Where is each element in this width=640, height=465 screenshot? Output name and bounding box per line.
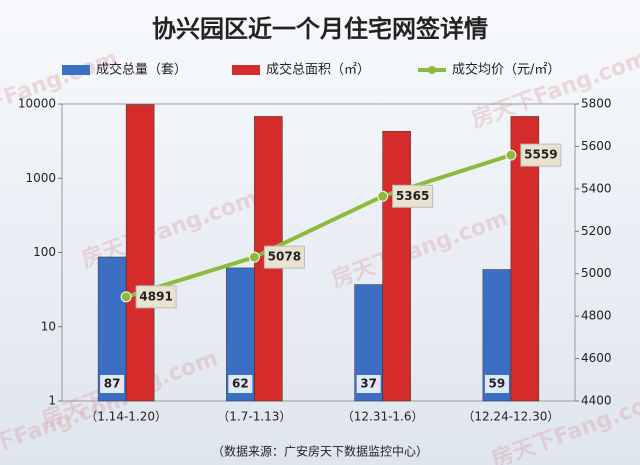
value-label: 37 <box>360 377 377 391</box>
y2-tick-label: 5400 <box>581 181 612 195</box>
line-point <box>505 149 517 161</box>
legend-swatch <box>232 65 260 75</box>
legend-label: 成交总面积（㎡） <box>266 62 370 78</box>
x-tick-label: （12.31-1.6） <box>342 410 424 424</box>
y2-tick-label: 4800 <box>581 309 612 323</box>
line-point <box>377 190 389 202</box>
y2-tick-label: 5000 <box>581 266 612 280</box>
value-label: 4891 <box>139 289 172 303</box>
value-label: 62 <box>232 377 249 391</box>
y-tick-label: 1 <box>48 394 56 408</box>
value-label-box <box>356 375 381 393</box>
y2-tick-label: 5600 <box>581 139 612 153</box>
legend-label: 成交均价（元/㎡） <box>452 62 560 78</box>
legend-swatch <box>62 65 90 75</box>
value-label-box <box>263 245 305 269</box>
y2-tick-label: 5800 <box>581 97 612 111</box>
value-label-box <box>392 184 434 208</box>
legend-swatch <box>428 66 436 74</box>
value-label: 5078 <box>268 250 301 264</box>
value-label: 5559 <box>524 148 557 162</box>
line-point <box>120 291 132 303</box>
chart-title: 协兴园区近一个月住宅网签详情 <box>152 15 488 43</box>
value-label: 59 <box>489 377 506 391</box>
bar <box>382 130 411 402</box>
y2-tick-label: 4400 <box>581 394 612 408</box>
value-label: 5365 <box>396 189 429 203</box>
value-label-box <box>100 375 125 393</box>
line-point <box>248 251 260 263</box>
value-label-box <box>135 285 177 309</box>
x-tick-label: （1.14-1.20） <box>85 410 167 424</box>
x-tick-label: （12.24-12.30） <box>462 410 559 424</box>
value-label-box <box>520 143 562 167</box>
y2-tick-label: 5200 <box>581 224 612 238</box>
source: （数据来源：广安房天下数据监控中心） <box>212 444 428 459</box>
y2-tick-label: 4600 <box>581 351 612 365</box>
y-tick-label: 1000 <box>25 171 56 185</box>
bar <box>125 104 155 402</box>
value-label: 87 <box>104 377 121 391</box>
y-tick-label: 10000 <box>18 97 56 111</box>
y-tick-label: 10 <box>41 319 56 333</box>
line <box>125 153 512 299</box>
x-tick-label: （1.7-1.13） <box>217 410 291 424</box>
y-tick-label: 100 <box>33 245 56 259</box>
legend-label: 成交总量（套） <box>96 62 187 78</box>
value-label-box <box>228 375 253 393</box>
value-label-box <box>484 375 509 393</box>
